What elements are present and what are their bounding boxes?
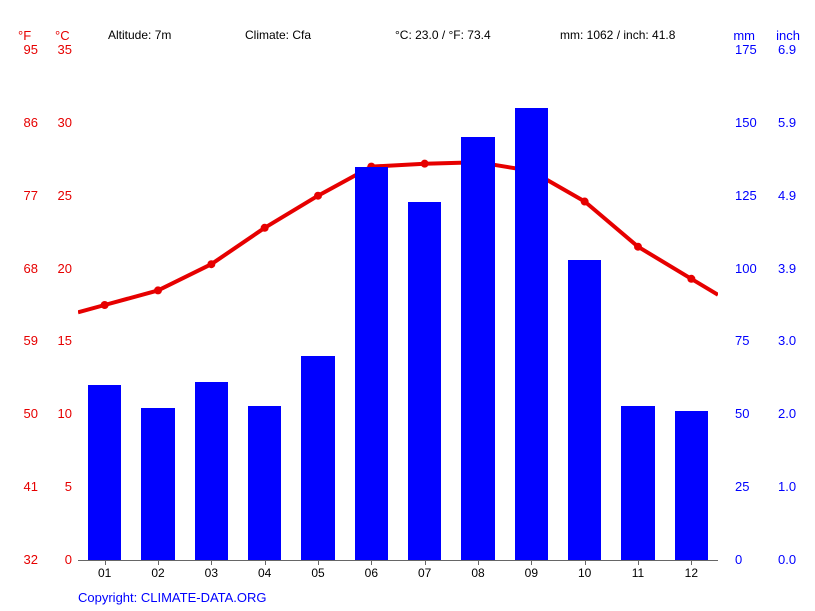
y-tick-c: 35 — [52, 42, 72, 57]
y-tick-f: 50 — [18, 406, 38, 421]
y-tick-inch: 2.0 — [778, 406, 803, 421]
x-tick-label: 09 — [525, 566, 538, 580]
precip-bar — [141, 408, 174, 560]
y-tick-mm: 100 — [735, 261, 765, 276]
y-tick-f: 86 — [18, 115, 38, 130]
x-tick-mark — [691, 560, 692, 565]
y-tick-inch: 5.9 — [778, 115, 803, 130]
precip-bar — [568, 260, 601, 560]
axis-label-celsius: °C — [55, 28, 70, 43]
y-tick-c: 0 — [52, 552, 72, 567]
y-tick-f: 59 — [18, 333, 38, 348]
x-tick-mark — [211, 560, 212, 565]
x-tick-mark — [105, 560, 106, 565]
x-tick-label: 06 — [365, 566, 378, 580]
y-tick-mm: 175 — [735, 42, 765, 57]
x-tick-mark — [478, 560, 479, 565]
y-tick-f: 41 — [18, 479, 38, 494]
axis-label-inch: inch — [776, 28, 800, 43]
x-tick-label: 07 — [418, 566, 431, 580]
x-tick-mark — [531, 560, 532, 565]
plot-area: 010203040506070809101112 — [78, 50, 718, 561]
header-temp: °C: 23.0 / °F: 73.4 — [395, 28, 491, 42]
y-tick-inch: 6.9 — [778, 42, 803, 57]
y-tick-inch: 3.9 — [778, 261, 803, 276]
x-tick-mark — [585, 560, 586, 565]
y-tick-c: 30 — [52, 115, 72, 130]
x-tick-label: 02 — [151, 566, 164, 580]
header-precip: mm: 1062 / inch: 41.8 — [560, 28, 675, 42]
climate-chart: °F °C Altitude: 7m Climate: Cfa °C: 23.0… — [0, 0, 815, 611]
y-tick-c: 20 — [52, 261, 72, 276]
x-tick-label: 10 — [578, 566, 591, 580]
x-tick-mark — [638, 560, 639, 565]
precip-bar — [301, 356, 334, 560]
header-altitude: Altitude: 7m — [108, 28, 171, 42]
x-tick-label: 03 — [205, 566, 218, 580]
copyright-text: Copyright: CLIMATE-DATA.ORG — [78, 590, 267, 605]
y-tick-c: 10 — [52, 406, 72, 421]
y-tick-f: 32 — [18, 552, 38, 567]
x-tick-label: 08 — [471, 566, 484, 580]
y-tick-mm: 150 — [735, 115, 765, 130]
x-tick-mark — [371, 560, 372, 565]
y-tick-mm: 50 — [735, 406, 765, 421]
precip-bar — [515, 108, 548, 560]
y-tick-mm: 125 — [735, 188, 765, 203]
precip-bar — [461, 137, 494, 560]
y-tick-c: 5 — [52, 479, 72, 494]
precip-bar — [248, 406, 281, 560]
x-tick-mark — [318, 560, 319, 565]
axis-label-mm: mm — [733, 28, 755, 43]
precip-bar — [195, 382, 228, 560]
precip-bar — [408, 202, 441, 560]
y-tick-inch: 1.0 — [778, 479, 803, 494]
y-tick-mm: 25 — [735, 479, 765, 494]
x-tick-mark — [425, 560, 426, 565]
x-tick-label: 05 — [311, 566, 324, 580]
precip-bar — [621, 406, 654, 560]
y-tick-mm: 75 — [735, 333, 765, 348]
x-tick-label: 12 — [685, 566, 698, 580]
y-tick-f: 68 — [18, 261, 38, 276]
precip-bar — [355, 167, 388, 560]
x-tick-label: 04 — [258, 566, 271, 580]
x-tick-label: 11 — [632, 566, 644, 580]
precip-bar — [88, 385, 121, 560]
y-tick-f: 77 — [18, 188, 38, 203]
y-tick-inch: 0.0 — [778, 552, 803, 567]
precip-bar — [675, 411, 708, 560]
y-tick-inch: 3.0 — [778, 333, 803, 348]
header-climate: Climate: Cfa — [245, 28, 311, 42]
axis-label-fahrenheit: °F — [18, 28, 31, 43]
x-tick-mark — [158, 560, 159, 565]
y-tick-mm: 0 — [735, 552, 765, 567]
y-tick-c: 25 — [52, 188, 72, 203]
y-tick-inch: 4.9 — [778, 188, 803, 203]
x-tick-label: 01 — [98, 566, 111, 580]
y-tick-f: 95 — [18, 42, 38, 57]
x-tick-mark — [265, 560, 266, 565]
y-tick-c: 15 — [52, 333, 72, 348]
